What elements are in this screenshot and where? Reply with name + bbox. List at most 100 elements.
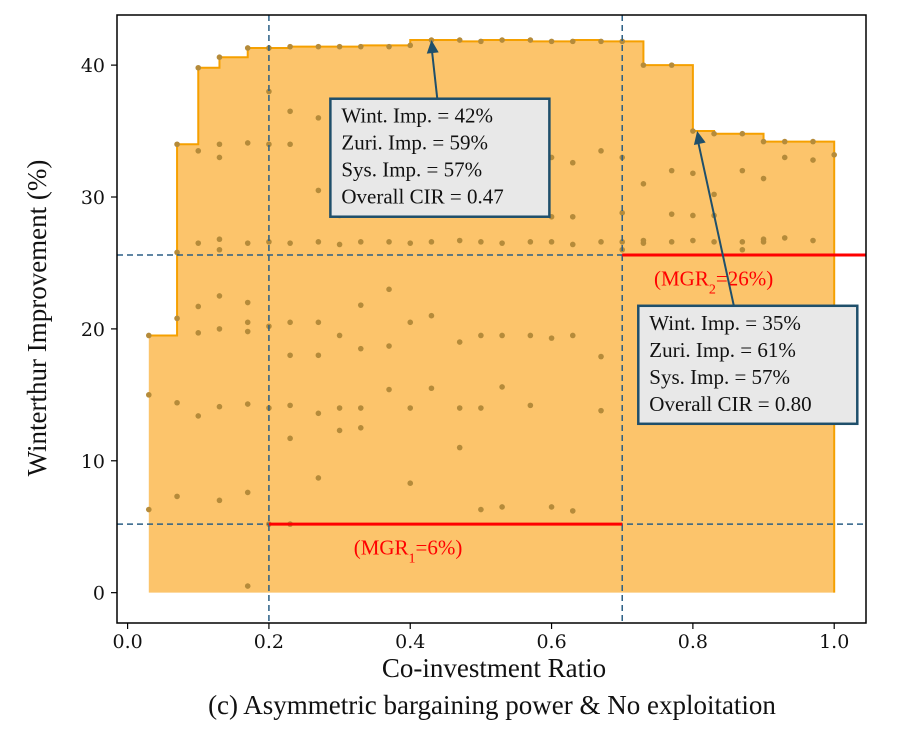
- data-point: [244, 299, 251, 306]
- data-point: [478, 506, 484, 513]
- data-point: [315, 239, 322, 245]
- data-point: [810, 138, 816, 145]
- data-point: [266, 239, 272, 245]
- y-axis-label: Winterthur Improvement (%): [22, 160, 52, 477]
- data-point: [407, 319, 414, 326]
- data-point: [668, 239, 675, 245]
- x-tick-label: 0.2: [254, 631, 284, 653]
- data-point: [810, 237, 816, 244]
- data-point: [598, 239, 604, 245]
- data-point: [336, 241, 343, 248]
- data-point: [478, 405, 484, 411]
- annotation-arrow-shaft: [696, 136, 736, 309]
- data-point: [315, 352, 322, 359]
- data-point: [499, 384, 505, 390]
- data-point: [739, 130, 746, 137]
- data-point: [216, 326, 223, 332]
- data-point: [640, 240, 647, 246]
- data-point: [781, 154, 788, 161]
- data-point: [456, 339, 463, 345]
- plot-frame: [116, 14, 867, 624]
- data-point: [216, 154, 223, 161]
- data-point: [668, 62, 675, 68]
- data-point: [598, 353, 604, 360]
- y-tick-label: 10: [81, 451, 105, 473]
- data-point: [690, 170, 696, 177]
- data-point: [174, 493, 180, 500]
- data-point: [619, 210, 626, 216]
- data-point: [781, 235, 788, 241]
- data-point: [428, 239, 435, 245]
- data-point: [739, 167, 746, 174]
- data-point: [478, 239, 484, 245]
- data-point: [569, 332, 576, 339]
- data-point: [244, 240, 251, 246]
- data-point: [407, 42, 414, 49]
- data-point: [216, 403, 223, 410]
- data-point: [287, 435, 293, 442]
- data-point: [216, 293, 223, 299]
- data-point: [145, 392, 152, 398]
- data-point: [287, 108, 293, 115]
- annotation-right-line: Sys. Imp. = 57%: [649, 365, 790, 389]
- data-point: [428, 312, 435, 319]
- data-point: [357, 345, 364, 352]
- annotation-left-line: Wint. Imp. = 42%: [341, 104, 493, 128]
- data-point: [711, 239, 717, 245]
- data-point: [315, 43, 322, 50]
- y-tick-label: 40: [81, 55, 105, 77]
- data-point: [598, 38, 604, 45]
- data-point: [456, 405, 463, 411]
- data-point: [145, 332, 152, 339]
- data-point: [244, 489, 251, 496]
- data-point: [287, 319, 293, 326]
- mgr-label-1: (MGR1=6%): [354, 535, 463, 566]
- data-point: [174, 249, 180, 256]
- data-point: [640, 62, 647, 68]
- y-tick-label: 30: [81, 187, 105, 209]
- data-point: [739, 239, 746, 245]
- data-point: [195, 64, 202, 71]
- data-point: [598, 407, 604, 414]
- data-point: [548, 38, 555, 45]
- annotation-left-box: [329, 97, 551, 218]
- data-point: [690, 212, 696, 219]
- data-point: [336, 43, 343, 50]
- data-point: [386, 239, 392, 245]
- data-point: [478, 38, 484, 45]
- data-point: [569, 508, 576, 514]
- data-point: [548, 239, 555, 245]
- x-tick-label: 0.6: [536, 631, 566, 653]
- data-point: [810, 157, 816, 163]
- data-point: [527, 332, 534, 339]
- data-point: [407, 240, 414, 246]
- annotation-arrow-head: [426, 40, 439, 54]
- data-point: [690, 237, 696, 244]
- data-point: [244, 45, 251, 51]
- data-point: [357, 239, 364, 245]
- y-tick-label: 20: [81, 319, 105, 341]
- data-point: [195, 240, 202, 246]
- annotation-right-line: Wint. Imp. = 35%: [649, 311, 801, 335]
- data-point: [569, 213, 576, 220]
- data-point: [195, 330, 202, 336]
- data-point: [527, 239, 534, 245]
- data-point: [760, 175, 767, 182]
- data-point: [619, 38, 626, 45]
- data-point: [244, 401, 251, 407]
- data-point: [831, 152, 838, 158]
- data-point: [499, 504, 505, 510]
- data-point: [760, 239, 767, 245]
- annotation-right-line: Overall CIR = 0.80: [649, 392, 811, 416]
- annotation-arrow-shaft: [430, 45, 439, 101]
- data-point: [760, 138, 767, 145]
- data-point: [428, 385, 435, 392]
- data-point: [315, 187, 322, 194]
- data-point: [668, 211, 675, 217]
- data-point: [386, 343, 392, 349]
- data-point: [690, 128, 696, 134]
- data-point: [174, 399, 180, 406]
- data-point: [499, 332, 505, 339]
- data-point: [499, 240, 505, 246]
